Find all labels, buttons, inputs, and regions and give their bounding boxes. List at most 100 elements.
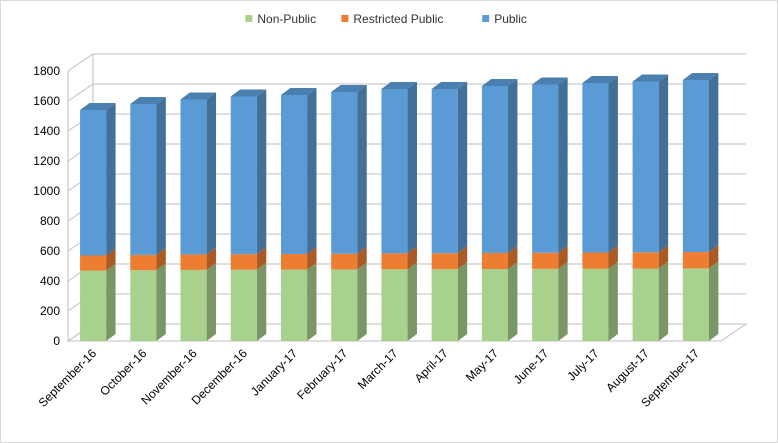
- x-tick-label: September-16: [36, 346, 100, 410]
- legend-swatch-public: [482, 15, 490, 22]
- bar-public: [632, 81, 659, 253]
- bar-top-public: [582, 76, 618, 83]
- bar-side-public: [206, 92, 217, 255]
- x-tick-label: March-17: [355, 346, 401, 392]
- bar-side-public: [558, 77, 568, 253]
- legend-label-public: Public: [494, 12, 527, 26]
- bar-side-public: [407, 82, 417, 254]
- bar-side-non-public: [106, 263, 116, 341]
- bar-side-non-public: [357, 262, 367, 341]
- y-tick-label: 1400: [33, 124, 60, 138]
- bar-public: [180, 99, 207, 255]
- bar-top-public: [130, 97, 166, 104]
- x-tick-label: February-17: [294, 346, 350, 402]
- bar-side-public: [708, 73, 719, 253]
- bar-top-public: [682, 73, 719, 80]
- bar-side-restricted-public: [357, 246, 367, 270]
- bar-top-public: [280, 88, 317, 95]
- bar-side-restricted-public: [608, 245, 618, 269]
- legend-swatch-non-public: [245, 15, 253, 22]
- bar-stack: [230, 89, 267, 341]
- x-tick-label: January-17: [248, 346, 301, 399]
- gridline: [67, 53, 746, 72]
- bar-non-public: [632, 268, 659, 341]
- bar-stack: [130, 97, 166, 341]
- bar-side-public: [608, 76, 618, 253]
- bar-side-restricted-public: [558, 245, 568, 269]
- bar-side-restricted-public: [508, 245, 518, 269]
- bar-public: [481, 86, 509, 253]
- bar-public: [582, 83, 609, 253]
- bar-side-non-public: [608, 261, 618, 341]
- x-tick-label: July-17: [564, 346, 601, 383]
- bar-restricted-public: [230, 254, 257, 270]
- bar-top-public: [230, 89, 267, 97]
- bar-non-public: [230, 269, 257, 341]
- bar-restricted-public: [582, 252, 609, 269]
- bar-stack: [532, 77, 568, 341]
- bar-side-non-public: [307, 262, 317, 341]
- x-axis-tick-labels: September-16October-16November-16Decembe…: [36, 346, 703, 410]
- bar-non-public: [481, 269, 509, 341]
- x-tick-label: May-17: [463, 346, 501, 384]
- bar-side-restricted-public: [658, 245, 669, 269]
- bar-side-non-public: [457, 262, 468, 341]
- bar-side-public: [106, 103, 116, 256]
- bar-top-public: [331, 85, 367, 92]
- bar-side-non-public: [658, 261, 669, 341]
- bar-restricted-public: [280, 254, 308, 270]
- y-tick-label: 1000: [33, 184, 60, 198]
- bar-stack: [582, 76, 618, 341]
- bar-restricted-public: [431, 253, 458, 270]
- bar-restricted-public: [331, 253, 358, 270]
- bar-top-public: [431, 82, 468, 89]
- y-tick-label: 400: [40, 274, 60, 288]
- bar-side-public: [457, 82, 468, 254]
- bar-side-restricted-public: [256, 247, 267, 270]
- bar-side-restricted-public: [206, 247, 217, 270]
- x-tick-label: June-17: [511, 346, 552, 387]
- bar-stack: [280, 88, 317, 341]
- bar-side-public: [256, 89, 267, 255]
- y-tick-label: 200: [40, 304, 60, 318]
- bar-public: [331, 92, 358, 254]
- bar-side-non-public: [256, 262, 267, 341]
- y-axis-tick-labels: 0 200 400 600 800 1000 1200 1400 1600 1800: [33, 64, 60, 348]
- legend-label-restricted-public: Restricted Public: [353, 12, 443, 26]
- bar-restricted-public: [130, 254, 157, 271]
- bar-top-public: [80, 103, 116, 110]
- y-tick-label: 0: [53, 334, 60, 348]
- bar-public: [130, 104, 157, 255]
- bar-restricted-public: [481, 252, 509, 269]
- bar-non-public: [130, 270, 157, 341]
- bar-side-public: [156, 97, 166, 255]
- y-tick-label: 1600: [33, 94, 60, 108]
- bar-stack: [632, 74, 669, 341]
- bars: [80, 73, 719, 341]
- bar-side-restricted-public: [106, 248, 116, 271]
- x-tick-label: October-16: [97, 346, 150, 399]
- bar-restricted-public: [682, 252, 709, 269]
- bar-public: [80, 110, 107, 256]
- bar-top-public: [481, 79, 518, 86]
- bar-side-non-public: [708, 261, 719, 341]
- bar-side-restricted-public: [156, 247, 166, 271]
- bar-non-public: [532, 268, 559, 341]
- bar-public: [381, 89, 408, 254]
- bar-side-public: [357, 85, 367, 254]
- bar-top-public: [632, 74, 669, 82]
- y-tick-label: 1800: [33, 64, 60, 78]
- bar-side-public: [307, 88, 317, 254]
- bar-stack: [80, 103, 116, 341]
- bar-top-public: [180, 92, 217, 100]
- bar-non-public: [280, 269, 308, 341]
- y-tick-label: 1200: [33, 154, 60, 168]
- legend-label-non-public: Non-Public: [257, 12, 316, 26]
- bar-top-public: [532, 77, 568, 85]
- bar-non-public: [331, 269, 358, 341]
- legend: Non-Public Restricted Public Public: [245, 12, 527, 26]
- bar-public: [431, 89, 458, 254]
- bar-stack: [381, 82, 417, 341]
- legend-swatch-restricted-public: [341, 15, 349, 22]
- bar-side-restricted-public: [407, 246, 417, 270]
